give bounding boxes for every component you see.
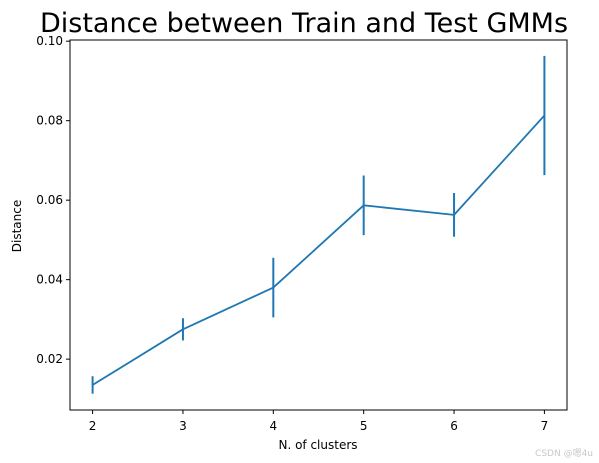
y-tick-label: 0.04 (36, 273, 63, 287)
x-axis-ticks: 2 3 4 5 6 7 (89, 410, 548, 433)
y-tick-label: 0.06 (36, 193, 63, 207)
y-tick-label: 0.08 (36, 114, 63, 128)
plot-area: 0.02 0.04 0.06 0.08 0.10 2 3 4 5 6 7 (36, 34, 568, 433)
x-axis-label: N. of clusters (278, 438, 357, 452)
y-tick-label: 0.02 (36, 352, 63, 366)
x-tick-label: 3 (179, 419, 187, 433)
y-axis-ticks: 0.02 0.04 0.06 0.08 0.10 (36, 34, 70, 366)
watermark-text: CSDN @嗯4u (535, 449, 593, 459)
x-tick-label: 7 (541, 419, 549, 433)
x-tick-label: 4 (269, 419, 277, 433)
x-tick-label: 5 (360, 419, 368, 433)
series-line (92, 114, 546, 386)
x-tick-label: 6 (450, 419, 458, 433)
y-axis-label: Distance (10, 200, 24, 252)
series-group (91, 55, 546, 394)
x-tick-label: 2 (89, 419, 97, 433)
y-tick-label: 0.10 (36, 34, 63, 48)
chart-title: Distance between Train and Test GMMs (40, 8, 568, 39)
plot-frame (69, 39, 568, 411)
